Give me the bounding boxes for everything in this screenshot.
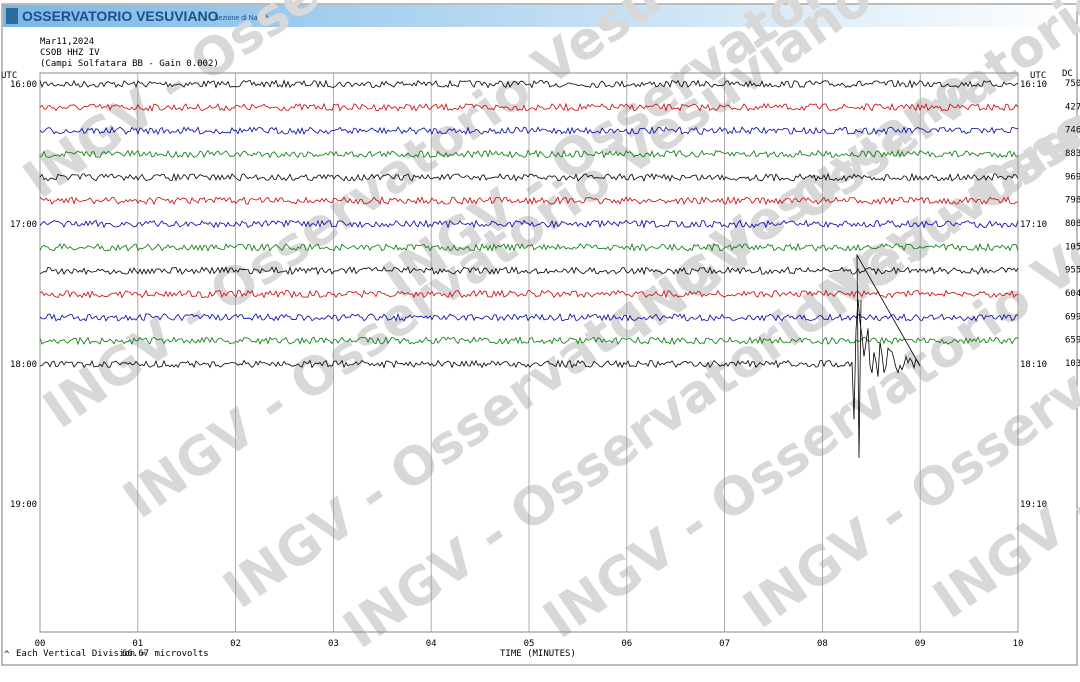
dc-value: 808	[1065, 219, 1080, 229]
trace	[39, 219, 1019, 229]
right-time-label: 19:10	[1020, 500, 1047, 510]
left-unit: UTC	[1, 71, 17, 81]
dc-label: DC	[1062, 69, 1073, 79]
left-time-label: 19:00	[10, 500, 37, 510]
x-tick-label: 00	[35, 639, 46, 649]
trace	[39, 242, 1019, 252]
header-title: OSSERVATORIO VESUVIANO	[22, 8, 219, 24]
dc-value: 427	[1065, 102, 1080, 112]
dc-value: 746	[1065, 126, 1080, 136]
dc-value: 1056	[1065, 242, 1080, 252]
right-time-label: 17:10	[1020, 220, 1047, 230]
dc-value: 659	[1065, 336, 1080, 346]
trace	[39, 102, 1019, 113]
plot: 00 01 02 03 04 05 06 07 08 09 10 16:00 16:10 17:00 17:…	[10, 73, 1080, 649]
trace	[39, 149, 1019, 159]
trace	[39, 172, 1019, 182]
x-tick-label: 06	[621, 639, 632, 649]
footer-scale: 66.67 microvolts	[122, 649, 209, 659]
dc-value: 699	[1065, 312, 1080, 322]
x-tick-label: 02	[230, 639, 241, 649]
trace	[39, 79, 1019, 89]
x-tick-label: 01	[132, 639, 143, 649]
dc-value: 955	[1065, 266, 1080, 276]
left-time-label: 18:00	[10, 360, 37, 370]
x-tick-label: 07	[719, 639, 730, 649]
trace	[39, 289, 1019, 299]
trace	[39, 266, 1019, 276]
info-line: CSOB HHZ IV	[40, 48, 100, 58]
dc-value: 604	[1065, 289, 1080, 299]
trace	[39, 253, 921, 459]
x-tick-label: 03	[328, 639, 339, 649]
right-time-label: 18:10	[1020, 360, 1047, 370]
dc-value: 883	[1065, 149, 1080, 159]
x-tick-label: 10	[1013, 639, 1024, 649]
left-time-label: 17:00	[10, 220, 37, 230]
right-time-label: 16:10	[1020, 80, 1047, 90]
trace	[39, 336, 1019, 346]
window-frame	[1, 3, 1078, 666]
x-axis-title: TIME (MINUTES)	[500, 649, 576, 659]
dc-value: 750	[1065, 79, 1080, 89]
x-tick-label: 05	[524, 639, 535, 649]
trace	[39, 195, 1019, 206]
x-tick-label: 09	[915, 639, 926, 649]
header-subtitle: Sezione di Napoli	[214, 15, 269, 22]
logo	[6, 8, 18, 24]
info-line: (Campi Solfatara BB - Gain 0.002)	[40, 59, 219, 69]
footer-division: Each Vertical Division =	[16, 649, 147, 659]
x-tick-label: 08	[817, 639, 828, 649]
trace	[39, 312, 1019, 322]
trace	[39, 126, 1019, 136]
left-time-label: 16:00	[10, 80, 37, 90]
dc-value: 969	[1065, 172, 1080, 182]
header-bar	[3, 5, 1076, 27]
dc-value: 798	[1065, 196, 1080, 206]
footer-mark: ^	[4, 650, 10, 660]
x-tick-label: 04	[426, 639, 437, 649]
info-line: Mar11,2024	[40, 37, 94, 47]
right-unit: UTC	[1030, 71, 1046, 81]
dc-value: 1037	[1065, 359, 1080, 369]
